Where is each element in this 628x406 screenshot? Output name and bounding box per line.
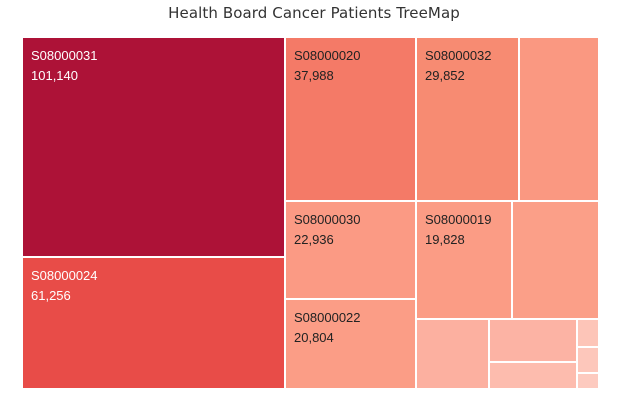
treemap-tile-s08000020[interactable]: S08000020 37,988 xyxy=(285,37,416,201)
treemap: S08000031 101,140 S08000024 61,256 S08000020… xyxy=(22,37,599,389)
tile-value-label: 101,140 xyxy=(31,68,78,83)
treemap-tile-unlabeled[interactable] xyxy=(489,319,577,362)
treemap-tile-unlabeled[interactable] xyxy=(577,347,599,373)
tile-name-label: S08000020 xyxy=(294,48,361,63)
tile-name-label: S08000024 xyxy=(31,268,98,283)
chart-title: Health Board Cancer Patients TreeMap xyxy=(168,4,460,22)
treemap-tile-unlabeled[interactable] xyxy=(416,319,489,389)
tile-value-label: 22,936 xyxy=(294,232,334,247)
treemap-tile-unlabeled[interactable] xyxy=(519,37,599,201)
tile-value-label: 20,804 xyxy=(294,330,334,345)
treemap-tile-unlabeled[interactable] xyxy=(577,373,599,389)
tile-value-label: 29,852 xyxy=(425,68,465,83)
tile-value-label: 61,256 xyxy=(31,288,71,303)
tile-name-label: S08000031 xyxy=(31,48,98,63)
treemap-tile-s08000024[interactable]: S08000024 61,256 xyxy=(22,257,285,389)
tile-name-label: S08000019 xyxy=(425,212,492,227)
treemap-tile-s08000032[interactable]: S08000032 29,852 xyxy=(416,37,519,201)
treemap-tile-unlabeled[interactable] xyxy=(512,201,599,319)
tile-name-label: S08000030 xyxy=(294,212,361,227)
tile-name-label: S08000022 xyxy=(294,310,361,325)
tile-value-label: 19,828 xyxy=(425,232,465,247)
treemap-tile-s08000022[interactable]: S08000022 20,804 xyxy=(285,299,416,389)
tile-value-label: 37,988 xyxy=(294,68,334,83)
treemap-tile-s08000030[interactable]: S08000030 22,936 xyxy=(285,201,416,299)
treemap-tile-s08000019[interactable]: S08000019 19,828 xyxy=(416,201,512,319)
treemap-tile-unlabeled[interactable] xyxy=(577,319,599,347)
treemap-tile-s08000031[interactable]: S08000031 101,140 xyxy=(22,37,285,257)
tile-name-label: S08000032 xyxy=(425,48,492,63)
treemap-tile-unlabeled[interactable] xyxy=(489,362,577,389)
